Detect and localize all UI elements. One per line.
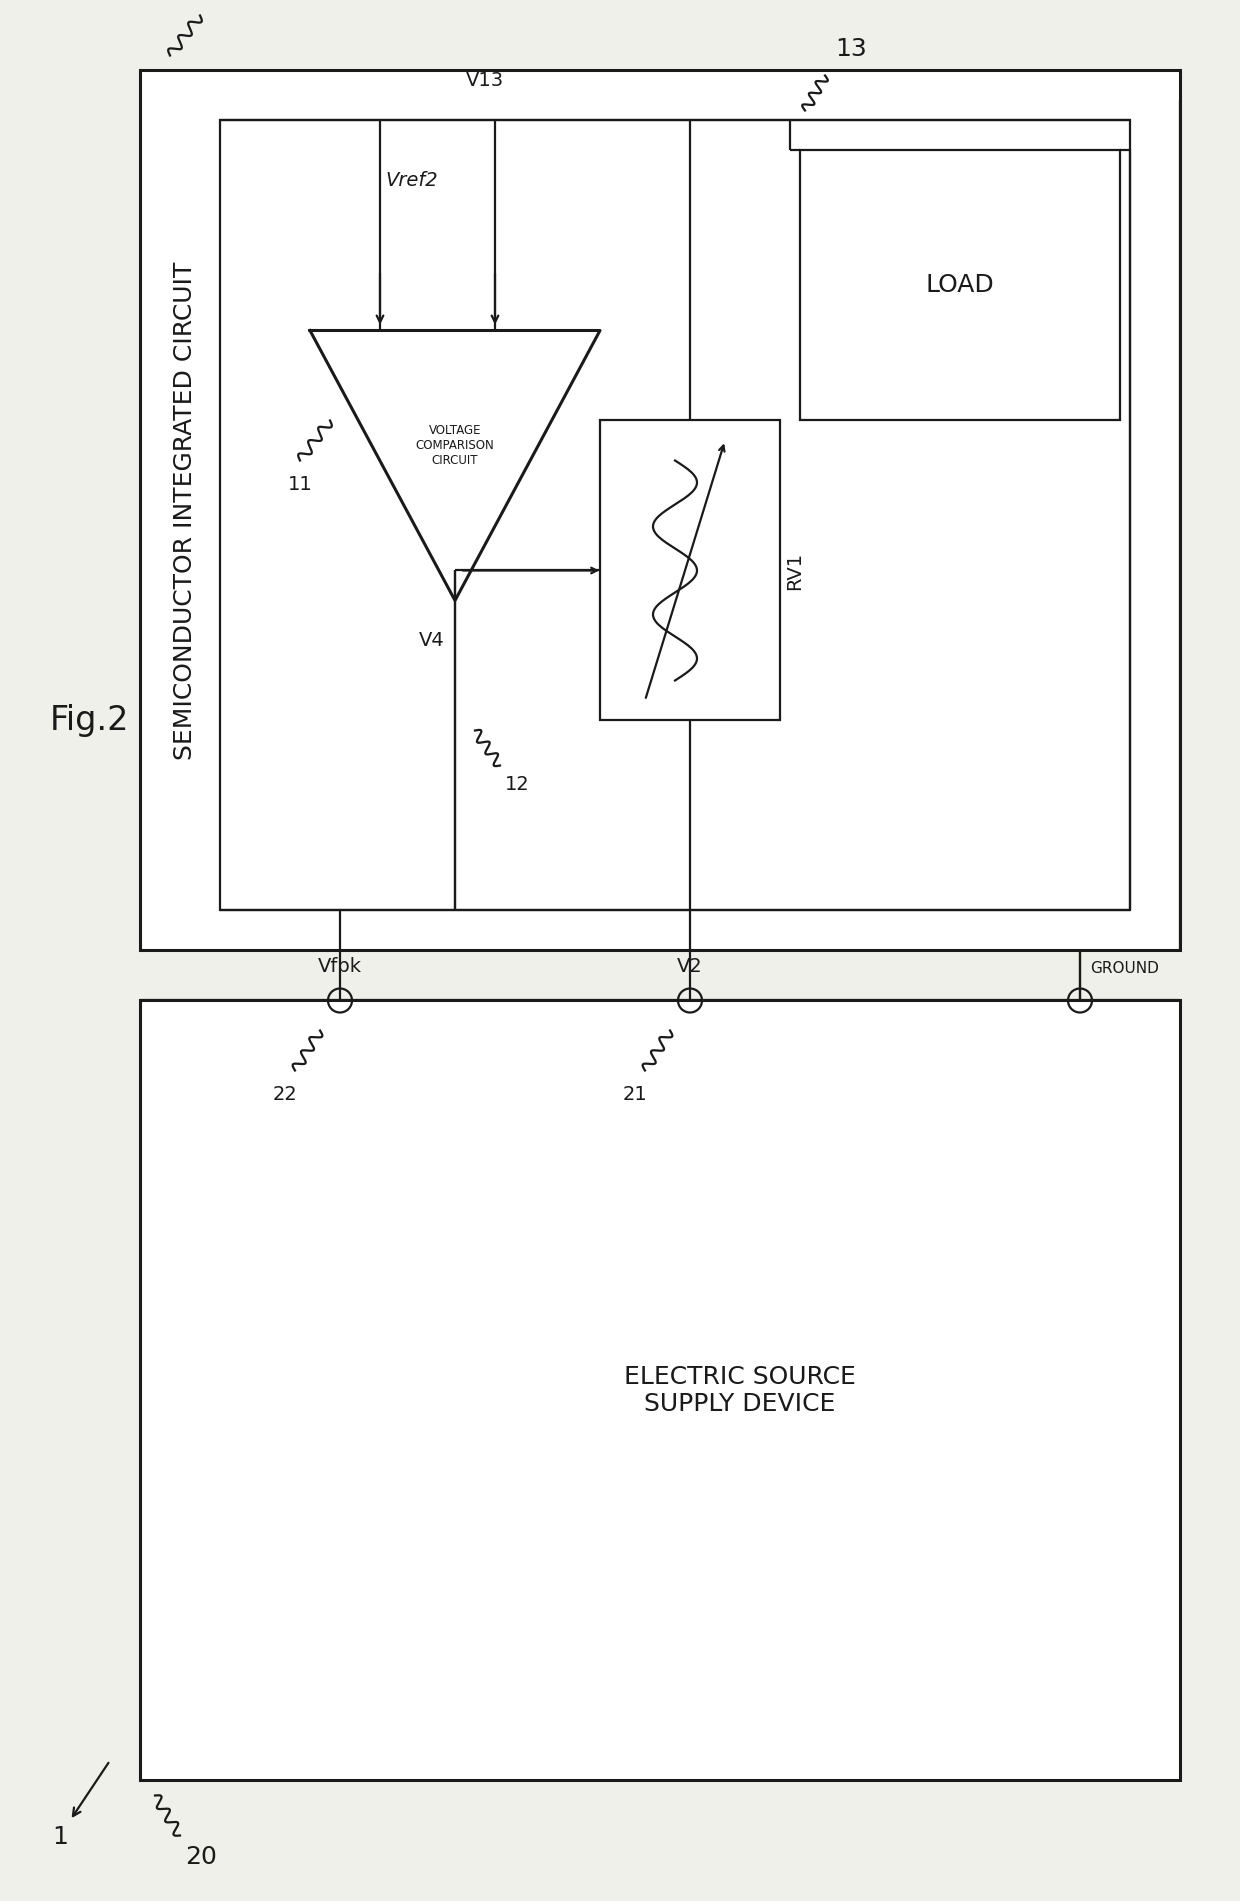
Bar	[800, 150, 1120, 420]
Bar	[600, 420, 780, 720]
Text: Vref2: Vref2	[384, 171, 438, 190]
Text: 10: 10	[210, 0, 242, 6]
Text: 11: 11	[288, 475, 312, 494]
Text: 21: 21	[622, 1085, 647, 1104]
Text: 13: 13	[835, 36, 867, 61]
Text: V2: V2	[677, 956, 703, 975]
Text: VOLTAGE
COMPARISON
CIRCUIT: VOLTAGE COMPARISON CIRCUIT	[415, 424, 495, 468]
Text: V13: V13	[466, 72, 505, 91]
Text: GROUND: GROUND	[1090, 960, 1159, 975]
Text: SEMICONDUCTOR INTEGRATED CIRCUIT: SEMICONDUCTOR INTEGRATED CIRCUIT	[174, 260, 197, 760]
Text: 22: 22	[273, 1085, 298, 1104]
Bar	[219, 120, 1130, 911]
Text: RV1: RV1	[785, 551, 804, 589]
Bar	[140, 1000, 1180, 1781]
Text: V4: V4	[419, 631, 445, 650]
Bar	[140, 70, 1180, 950]
Text: Fig.2: Fig.2	[50, 703, 129, 738]
Text: ELECTRIC SOURCE
SUPPLY DEVICE: ELECTRIC SOURCE SUPPLY DEVICE	[624, 1365, 856, 1416]
Text: Vfbk: Vfbk	[317, 956, 362, 975]
Text: 20: 20	[185, 1846, 217, 1869]
Text: 1: 1	[52, 1825, 68, 1850]
Text: 12: 12	[505, 776, 529, 795]
Text: LOAD: LOAD	[925, 274, 994, 297]
